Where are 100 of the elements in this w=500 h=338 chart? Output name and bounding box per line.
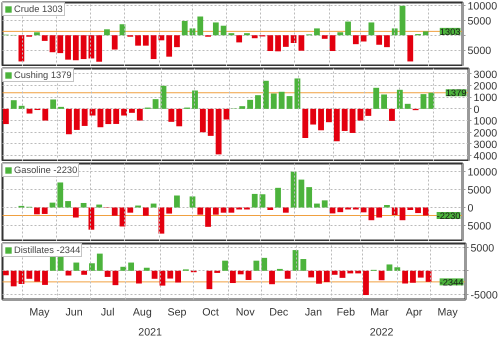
bar <box>350 108 356 133</box>
bar <box>105 108 112 124</box>
bar <box>34 208 40 214</box>
bar <box>345 22 351 36</box>
bar <box>384 35 390 48</box>
bar <box>42 108 48 121</box>
bar <box>160 86 166 109</box>
bar <box>18 35 24 62</box>
bar <box>275 35 281 52</box>
legend-label: Distillates -2344 <box>14 245 80 255</box>
bar <box>142 35 149 46</box>
legend-label: Gasoline -2230 <box>14 165 78 175</box>
x-tick-label: Jul <box>100 306 114 318</box>
bar <box>368 22 374 36</box>
bar <box>386 264 392 271</box>
x-tick-label: Feb <box>336 306 356 318</box>
bar <box>10 270 17 286</box>
bar <box>206 270 212 290</box>
bar <box>373 88 380 109</box>
bar <box>236 35 242 42</box>
bar <box>152 99 159 109</box>
bar <box>239 106 246 109</box>
bar <box>255 95 261 109</box>
bar <box>50 35 56 52</box>
bar <box>150 204 156 208</box>
bar <box>120 24 126 36</box>
bar <box>112 35 118 50</box>
bar <box>322 35 328 39</box>
bar <box>396 90 403 109</box>
ref-line-label: 1379 <box>446 88 467 98</box>
y-tick-label: 1000 <box>474 92 498 104</box>
bar <box>129 108 135 113</box>
x-tick-label: Oct <box>202 306 219 318</box>
bar <box>182 20 188 36</box>
bar <box>360 208 366 212</box>
bar <box>73 262 80 271</box>
bar <box>407 208 414 210</box>
bar <box>230 270 236 284</box>
bar <box>88 35 94 58</box>
bar <box>400 6 406 36</box>
bar <box>81 270 88 275</box>
bar <box>363 270 369 296</box>
x-tick-label: Dec <box>269 306 289 318</box>
bar <box>113 108 120 124</box>
bar <box>253 260 260 271</box>
bar <box>89 263 95 271</box>
bar <box>378 270 385 280</box>
bar <box>247 100 254 109</box>
bar <box>389 108 395 121</box>
bar <box>42 35 48 41</box>
bar <box>278 92 285 109</box>
bar <box>314 28 320 36</box>
bar <box>2 108 9 124</box>
bar <box>404 104 411 109</box>
ref-line-label: -2344 <box>440 277 464 288</box>
x-tick-label: Jan <box>304 306 322 318</box>
bar <box>96 204 102 208</box>
x2-tick-label: 2022 <box>370 326 394 338</box>
y-tick-label: 0 <box>468 202 474 215</box>
bar <box>18 106 25 109</box>
bar <box>66 108 72 134</box>
bar <box>381 94 388 109</box>
bar <box>212 22 219 36</box>
bar <box>334 108 340 142</box>
y-tick-label: 1000 <box>474 116 498 128</box>
bar <box>208 108 214 136</box>
bar <box>90 108 96 116</box>
bar <box>290 35 296 43</box>
bar <box>262 80 269 109</box>
bar <box>352 35 359 44</box>
bar <box>26 270 32 279</box>
bar <box>376 35 382 45</box>
bar <box>246 270 252 280</box>
bar <box>340 270 346 278</box>
x-tick-label: Sep <box>167 306 187 318</box>
bar <box>2 270 9 276</box>
bar <box>224 108 230 120</box>
bar <box>168 108 174 122</box>
ref-line-label: -2230 <box>436 210 460 221</box>
bar <box>326 108 332 122</box>
bar <box>176 108 182 126</box>
bar <box>72 35 79 60</box>
bar <box>42 270 48 285</box>
bar <box>290 172 296 208</box>
bar <box>174 35 180 48</box>
ref-line-label: 1303 <box>440 26 461 37</box>
bar <box>82 108 88 126</box>
bar <box>96 35 102 62</box>
bar <box>98 108 104 128</box>
y-tick-label: 3000 <box>474 68 498 81</box>
bar <box>72 208 79 218</box>
bar <box>112 270 118 286</box>
bar <box>42 208 48 214</box>
bar <box>270 94 277 109</box>
bar <box>360 35 366 42</box>
bar <box>228 208 234 213</box>
bar <box>358 108 364 121</box>
bar <box>316 270 322 284</box>
bar <box>422 208 429 216</box>
x-tick-label: Nov <box>236 306 256 318</box>
